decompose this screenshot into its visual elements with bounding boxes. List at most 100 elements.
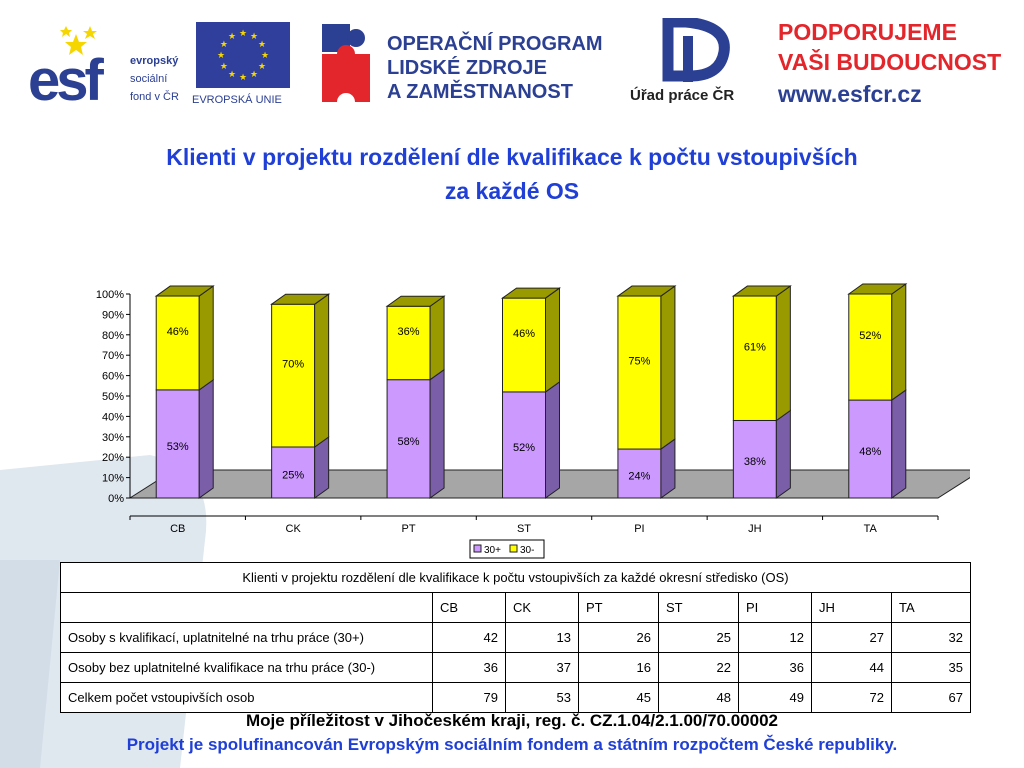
eu-star-icon: ★ xyxy=(220,62,228,72)
bar-side-30+-JH xyxy=(775,409,791,499)
data-table: Klienti v projektu rozdělení dle kvalifi… xyxy=(60,562,971,713)
bar-side-30+-TA xyxy=(891,389,907,499)
bar-30+-PI xyxy=(617,448,662,499)
stacked-bar-chart: 0% 10% 20% 30% 40% 50% 60% 70% 80% 90% 100% 53% 46% C… xyxy=(96,283,970,559)
eu-star-icon: ★ xyxy=(239,73,247,83)
table-header-cell: TA xyxy=(891,592,971,623)
urad-prace-logo: Úřad práce ČR xyxy=(630,18,734,104)
bar-30+-TA xyxy=(848,399,893,499)
eu-flag-caption: EVROPSKÁ UNIE xyxy=(192,93,282,106)
table-cell: 27 xyxy=(811,622,892,653)
table-row: Osoby bez uplatnitelné kvalifikace na tr… xyxy=(60,652,971,683)
y-tick-label: 10% xyxy=(102,473,124,485)
bar-side-30--ST xyxy=(545,287,560,393)
esf-logo-text: esf xyxy=(28,48,105,107)
esf-logo-line1: evropský xyxy=(130,55,179,67)
data-label: 58% xyxy=(398,436,420,448)
bar-top-30--JH xyxy=(731,285,792,297)
y-tick-label: 0% xyxy=(108,493,124,505)
table-row-label: Osoby s kvalifikací, uplatnitelné na trh… xyxy=(60,622,433,653)
bar-30+-JH xyxy=(732,419,777,499)
page-title-line1: Klienti v projektu rozdělení dle kvalifi… xyxy=(166,144,858,170)
op-logo-line3: A ZAMĚSTNANOST xyxy=(387,79,573,103)
eu-star-icon: ★ xyxy=(228,70,236,80)
data-label: 75% xyxy=(628,356,650,368)
bar-side-30--CK xyxy=(314,293,330,448)
bar-30--PI xyxy=(617,295,662,450)
bar-side-30--JH xyxy=(775,285,791,422)
esf-logo-line2: sociální xyxy=(130,73,167,85)
y-tick-label: 90% xyxy=(102,309,124,321)
op-logo-line1: OPERAČNÍ PROGRAM xyxy=(387,31,603,55)
legend-label: 30- xyxy=(520,545,534,556)
x-tick-label: PI xyxy=(634,523,644,535)
bar-30--TA xyxy=(848,293,893,401)
eu-stars-icon: ★ ★★★★★★★★★★★ xyxy=(217,29,269,83)
table-caption: Klienti v projektu rozdělení dle kvalifi… xyxy=(60,562,971,593)
table-cell: 36 xyxy=(738,652,812,683)
eu-star-icon: ★ xyxy=(258,40,266,50)
bar-30--CB xyxy=(155,295,200,391)
table-cell: 79 xyxy=(432,682,506,713)
page-title-line2: za každé OS xyxy=(444,178,580,204)
bar-30+-CK xyxy=(271,446,316,499)
table-cell: 72 xyxy=(811,682,892,713)
table-cell: 13 xyxy=(505,622,579,653)
eu-star-icon: ★ xyxy=(250,32,258,42)
table-cell: 35 xyxy=(891,652,971,683)
x-tick-label: ST xyxy=(517,523,531,535)
x-tick-label: JH xyxy=(748,523,762,535)
data-label: 48% xyxy=(859,446,881,458)
table-header-cell: CK xyxy=(505,592,579,623)
data-label: 24% xyxy=(628,471,650,483)
bar-top-30--ST xyxy=(500,287,562,299)
eu-star-icon xyxy=(60,26,97,55)
bar-side-30+-CK xyxy=(314,436,330,499)
bar-30--JH xyxy=(732,295,777,421)
data-label: 70% xyxy=(282,359,304,371)
y-tick-label: 40% xyxy=(102,411,124,423)
bar-top-30--CK xyxy=(270,293,331,305)
bar-top-30--CB xyxy=(154,285,215,297)
esf-logo-line3: fond v ČR xyxy=(130,90,179,103)
bar-30--PT xyxy=(386,305,431,381)
data-label: 46% xyxy=(167,326,189,338)
table-row: Osoby s kvalifikací, uplatnitelné na trh… xyxy=(60,622,971,653)
op-logo: OPERAČNÍ PROGRAM LIDSKÉ ZDROJE A ZAMĚSTN… xyxy=(322,24,603,107)
y-tick-label: 60% xyxy=(102,371,124,383)
legend-label: 30+ xyxy=(484,545,501,556)
data-label: 38% xyxy=(744,456,766,468)
bar-top-30--PI xyxy=(616,285,677,297)
table-cell: 26 xyxy=(578,622,659,653)
data-label: 46% xyxy=(513,328,535,340)
data-label: 52% xyxy=(859,330,881,342)
bar-side-30--CB xyxy=(198,285,214,391)
table-cell: 48 xyxy=(658,682,739,713)
footer-funding-line: Projekt je spolufinancován Evropským soc… xyxy=(126,735,898,754)
puzzle-icon xyxy=(322,24,370,107)
table-cell: 53 xyxy=(505,682,579,713)
data-label: 25% xyxy=(282,470,304,482)
table-cell: 22 xyxy=(658,652,739,683)
table-cell: 16 xyxy=(578,652,659,683)
urad-prace-caption: Úřad práce ČR xyxy=(630,86,734,104)
slogan-line2: VAŠI BUDOUCNOST xyxy=(778,48,1001,75)
x-tick-label: TA xyxy=(864,523,878,535)
eu-star-icon: ★ xyxy=(250,70,258,80)
table-cell: 12 xyxy=(738,622,812,653)
bar-30+-ST xyxy=(502,391,546,499)
bar-30+-PT xyxy=(386,379,431,499)
table-header-cell: PI xyxy=(738,592,812,623)
table-header-cell: ST xyxy=(658,592,739,623)
bar-side-30+-PT xyxy=(429,368,445,499)
table-row: Celkem počet vstoupivších osob 79 53 45 … xyxy=(60,682,971,713)
y-tick-label: 30% xyxy=(102,432,124,444)
page-title: Klienti v projektu rozdělení dle kvalifi… xyxy=(60,140,964,208)
eu-star-icon: ★ xyxy=(217,51,225,61)
table-cell: 44 xyxy=(811,652,892,683)
y-tick-label: 20% xyxy=(102,452,124,464)
data-label: 61% xyxy=(744,341,766,353)
table-cell: 42 xyxy=(432,622,506,653)
bar-side-30--TA xyxy=(891,283,907,402)
up-emblem-icon xyxy=(662,18,730,82)
